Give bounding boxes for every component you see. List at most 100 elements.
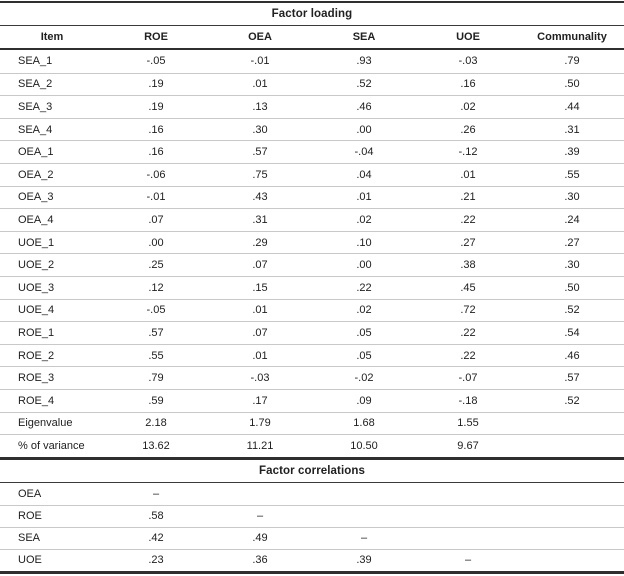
cell-item-label: UOE_3 xyxy=(18,281,55,294)
cell-communality: .55 xyxy=(564,168,580,181)
table-row: ROE_1 .57 .07 .05 .22 .54 xyxy=(0,321,624,344)
factor-correlations-rows: OEA – ROE .58 – SEA .42 .49 – xyxy=(0,483,624,571)
cell-oea: .07 xyxy=(252,259,268,272)
cell-item-label: OEA_3 xyxy=(18,191,54,204)
cell-roe: .19 xyxy=(148,100,164,113)
cell-communality: .52 xyxy=(564,394,580,407)
cell-communality: .27 xyxy=(564,236,580,249)
cell-roe: -.05 xyxy=(146,304,166,317)
cell-roe: -.01 xyxy=(146,191,166,204)
title-divider xyxy=(0,481,624,483)
cell-sea: .93 xyxy=(356,55,372,68)
table-row: OEA_3 -.01 .43 .01 .21 .30 xyxy=(0,185,624,209)
cell-item-label: ROE_3 xyxy=(18,372,55,385)
table-row: OEA – xyxy=(0,483,624,505)
cell-communality: .50 xyxy=(564,281,580,294)
cell-roe: 2.18 xyxy=(145,417,167,430)
cell-roe: – xyxy=(152,487,160,500)
cell-roe: .79 xyxy=(148,372,164,385)
table-row: UOE_3 .12 .15 .22 .45 .50 xyxy=(0,275,624,299)
cell-sea: .05 xyxy=(356,349,372,362)
cell-item-label: SEA_4 xyxy=(18,123,53,136)
cell-item-label: ROE xyxy=(18,510,42,523)
cell-communality: .24 xyxy=(564,213,580,226)
cell-item-label: % of variance xyxy=(18,439,85,452)
cell-item-label: OEA_2 xyxy=(18,168,54,181)
cell-item-label: SEA_3 xyxy=(18,100,53,113)
cell-communality: .44 xyxy=(564,100,580,113)
table-row: SEA_4 .16 .30 .00 .26 .31 xyxy=(0,117,624,141)
cell-sea: .22 xyxy=(356,281,372,294)
cell-communality: .50 xyxy=(564,78,580,91)
cell-sea: -.02 xyxy=(354,372,374,385)
cell-uoe: -.12 xyxy=(458,146,478,159)
cell-oea: .17 xyxy=(252,394,268,407)
cell-oea: .75 xyxy=(252,168,268,181)
cell-oea: – xyxy=(256,510,264,523)
cell-roe: .58 xyxy=(148,510,164,523)
cell-roe: 13.62 xyxy=(142,439,170,452)
cell-uoe: .22 xyxy=(460,326,476,339)
cell-uoe: – xyxy=(464,554,472,567)
table-row: SEA_3 .19 .13 .46 .02 .44 xyxy=(0,95,624,118)
cell-uoe: .22 xyxy=(460,213,476,226)
cell-oea: .57 xyxy=(252,146,268,159)
cell-uoe: .22 xyxy=(460,349,476,362)
bottom-rule xyxy=(0,570,624,574)
cell-item-label: OEA_1 xyxy=(18,146,54,159)
table-row: SEA_2 .19 .01 .52 .16 .50 xyxy=(0,72,624,96)
table-row: UOE_2 .25 .07 .00 .38 .30 xyxy=(0,253,624,276)
cell-communality: .30 xyxy=(564,191,580,204)
cell-item-label: UOE xyxy=(18,554,42,567)
cell-oea: .01 xyxy=(252,349,268,362)
cell-oea: .43 xyxy=(252,191,268,204)
cell-sea: .10 xyxy=(356,236,372,249)
cell-oea: 11.21 xyxy=(246,439,274,452)
cell-uoe: .72 xyxy=(460,304,476,317)
factor-loading-title: Factor loading xyxy=(271,8,353,20)
cell-roe: .42 xyxy=(148,532,164,545)
cell-uoe: 1.55 xyxy=(457,417,479,430)
cell-roe: .25 xyxy=(148,259,164,272)
title-divider xyxy=(0,25,624,26)
cell-roe: .23 xyxy=(148,554,164,567)
cell-item-label: UOE_1 xyxy=(18,236,55,249)
cell-uoe: .21 xyxy=(460,191,476,204)
cell-uoe: .01 xyxy=(460,168,476,181)
cell-oea: .01 xyxy=(252,78,268,91)
cell-roe: .16 xyxy=(148,146,164,159)
cell-sea: .00 xyxy=(356,259,372,272)
cell-uoe: -.07 xyxy=(458,372,478,385)
cell-communality: .79 xyxy=(564,55,580,68)
cell-sea: .05 xyxy=(356,326,372,339)
cell-uoe: .26 xyxy=(460,123,476,136)
cell-oea: -.03 xyxy=(250,372,270,385)
cell-uoe: .16 xyxy=(460,78,476,91)
cell-sea: 1.68 xyxy=(353,417,375,430)
cell-uoe: .45 xyxy=(460,281,476,294)
top-rule xyxy=(0,1,624,3)
column-header-row: Item ROE OEA SEA UOE Communality xyxy=(0,26,624,48)
cell-oea: .01 xyxy=(252,304,268,317)
cell-communality: .54 xyxy=(564,326,580,339)
cell-oea: .29 xyxy=(252,236,268,249)
section-divider xyxy=(0,456,624,460)
cell-item-label: SEA_1 xyxy=(18,55,53,68)
table-row: ROE_2 .55 .01 .05 .22 .46 xyxy=(0,343,624,367)
cell-roe: .07 xyxy=(148,213,164,226)
table-row: UOE_1 .00 .29 .10 .27 .27 xyxy=(0,230,624,254)
cell-item-label: OEA xyxy=(18,487,42,500)
table-row: UOE .23 .36 .39 – xyxy=(0,548,624,571)
cell-sea: .04 xyxy=(356,168,372,181)
cell-oea: .49 xyxy=(252,532,268,545)
table-row: OEA_4 .07 .31 .02 .22 .24 xyxy=(0,208,624,231)
table-row: OEA_2 -.06 .75 .04 .01 .55 xyxy=(0,162,624,186)
cell-roe: .55 xyxy=(148,349,164,362)
cell-sea: .01 xyxy=(356,191,372,204)
cell-sea: – xyxy=(360,532,368,545)
cell-oea: .15 xyxy=(252,281,268,294)
cell-item-label: SEA_2 xyxy=(18,78,53,91)
cell-sea: .39 xyxy=(356,554,372,567)
table-row: SEA_1 -.05 -.01 .93 -.03 .79 xyxy=(0,50,624,73)
table-row: OEA_1 .16 .57 -.04 -.12 .39 xyxy=(0,140,624,163)
